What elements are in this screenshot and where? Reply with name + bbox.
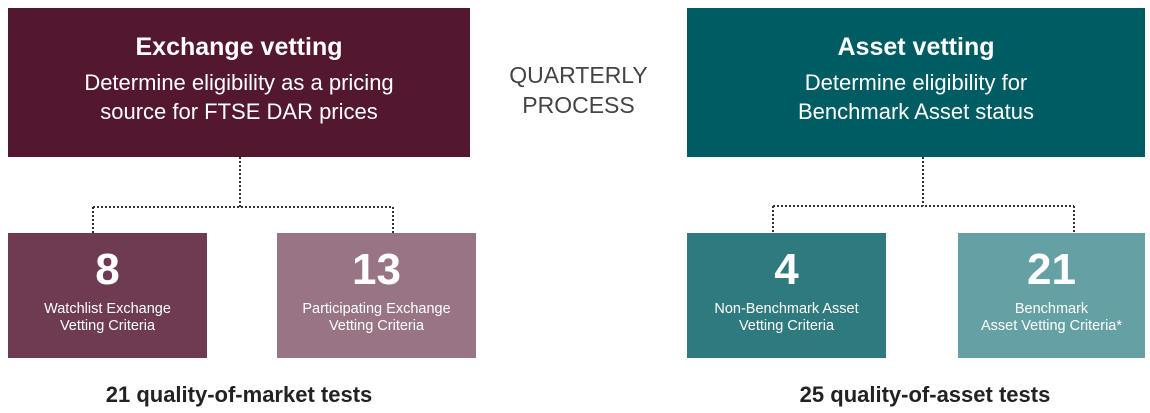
group-title: Exchange vetting: [135, 33, 343, 61]
label-line: Vetting Criteria: [328, 318, 425, 334]
label-line: Vetting Criteria: [59, 318, 156, 334]
group-header: Asset vetting Determine eligibility for Be…: [687, 8, 1145, 157]
criteria-box: 13 Participating Exchange Vetting Criteria: [277, 233, 476, 358]
group-total: 25 quality-of-asset tests: [799, 382, 1051, 407]
label-line: Non-Benchmark Asset: [714, 301, 859, 317]
center-label: QUARTERLY PROCESS: [470, 60, 687, 120]
criteria-count: 8: [95, 245, 120, 294]
group-header: Exchange vetting Determine eligibility as…: [8, 8, 470, 157]
label-line: Vetting Criteria: [738, 318, 835, 334]
criteria-label: Participating Exchange Vetting Criteria: [277, 301, 476, 335]
criteria-box: 21 Benchmark Asset Vetting Criteria*: [958, 233, 1145, 358]
criteria-count: 4: [774, 245, 799, 294]
criteria-label: Watchlist Exchange Vetting Criteria: [8, 301, 207, 335]
criteria-box: 4 Non-Benchmark Asset Vetting Criteria: [687, 233, 886, 358]
label-line: Benchmark: [1014, 301, 1089, 317]
center-line: QUARTERLY: [509, 62, 648, 88]
label-line: Participating Exchange: [302, 301, 451, 317]
criteria-box: 8 Watchlist Exchange Vetting Criteria: [8, 233, 207, 358]
description-line: Determine eligibility as a pricing: [84, 70, 394, 95]
description-line: Benchmark Asset status: [798, 99, 1034, 124]
label-line: Asset Vetting Criteria*: [980, 318, 1123, 334]
description-line: Determine eligibility for: [804, 70, 1028, 95]
label-line: Watchlist Exchange: [44, 301, 171, 317]
group-total: 21 quality-of-market tests: [105, 382, 373, 407]
group-description: Determine eligibility for Benchmark Asset…: [687, 68, 1145, 126]
criteria-label: Non-Benchmark Asset Vetting Criteria: [687, 301, 886, 335]
center-line: PROCESS: [522, 92, 635, 118]
group-title: Asset vetting: [837, 33, 995, 61]
description-line: source for FTSE DAR prices: [100, 99, 378, 124]
group-description: Determine eligibility as a pricing source…: [8, 68, 470, 126]
criteria-count: 21: [1027, 245, 1076, 294]
criteria-count: 13: [352, 245, 401, 294]
criteria-label: Benchmark Asset Vetting Criteria*: [958, 301, 1145, 335]
